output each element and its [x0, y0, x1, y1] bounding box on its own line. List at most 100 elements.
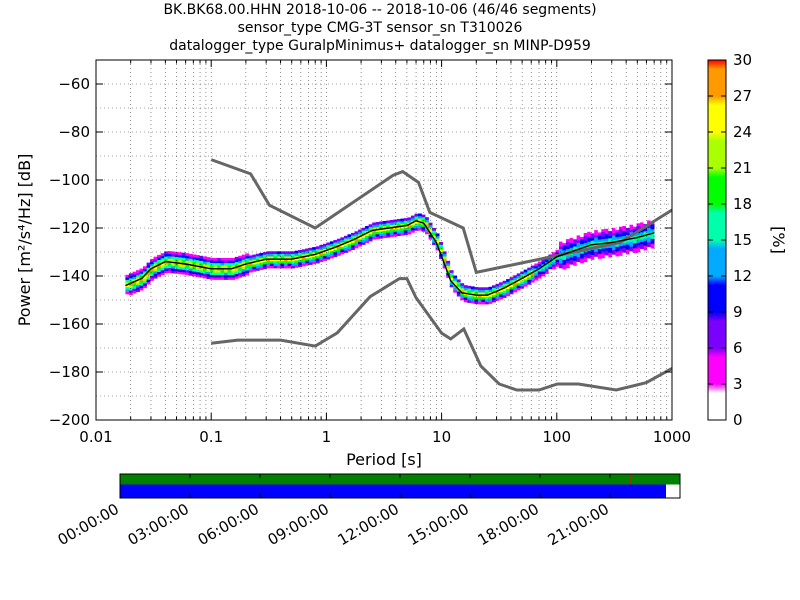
heatmap-cell	[566, 265, 570, 269]
heatmap-cell	[153, 263, 158, 267]
heatmap-cell	[629, 229, 634, 233]
heatmap-cell	[569, 264, 574, 267]
heatmap-cell	[238, 260, 243, 264]
heatmap-cell	[164, 265, 169, 269]
heatmap-cell	[336, 250, 341, 254]
heatmap-cell	[608, 235, 613, 239]
heatmap-cell	[396, 233, 401, 237]
heatmap-cell	[241, 259, 246, 263]
heatmap-cell	[597, 253, 602, 257]
heatmap-cell	[340, 242, 345, 245]
heatmap-cell	[650, 224, 655, 227]
heatmap-cell	[220, 262, 225, 266]
heatmap-cell	[336, 243, 341, 247]
heatmap-cell	[238, 263, 243, 266]
heatmap-cell	[477, 299, 482, 302]
heatmap-cell	[146, 265, 151, 268]
heatmap-cell	[527, 279, 532, 283]
heatmap-cell	[460, 290, 465, 294]
heatmap-cell	[566, 263, 570, 266]
heatmap-cell	[171, 265, 176, 269]
heatmap-cell	[633, 228, 637, 232]
heatmap-cell	[622, 242, 627, 246]
heatmap-cell	[125, 279, 130, 283]
heatmap-cell	[410, 230, 415, 233]
heatmap-cell	[618, 231, 623, 235]
heatmap-cell	[326, 247, 331, 250]
heatmap-cell	[167, 255, 172, 259]
heatmap-cell	[432, 230, 436, 234]
heatmap-cell	[280, 263, 285, 266]
heatmap-cell	[301, 249, 306, 252]
heatmap-cell	[322, 258, 327, 261]
heatmap-cell	[245, 253, 250, 257]
heatmap-cell	[573, 253, 577, 257]
heatmap-cell	[509, 289, 514, 292]
heatmap-cell	[523, 276, 528, 280]
heatmap-cell	[400, 233, 405, 236]
heatmap-cell	[428, 229, 433, 233]
heatmap-cell	[562, 262, 567, 265]
heatmap-cell	[418, 218, 422, 221]
colorbar-tick-label: 3	[733, 375, 743, 393]
heatmap-cell	[594, 230, 599, 233]
heatmap-cell	[562, 242, 567, 246]
heatmap-cell	[344, 250, 348, 253]
heatmap-cell	[238, 267, 243, 271]
x-tick-label: 10	[432, 428, 451, 446]
heatmap-cell	[298, 254, 302, 258]
heatmap-cell	[220, 274, 225, 278]
heatmap-cell	[206, 269, 211, 272]
heatmap-cell	[266, 263, 271, 266]
heatmap-cell	[576, 235, 581, 239]
heatmap-cell	[199, 267, 204, 271]
heatmap-cell	[217, 260, 221, 264]
heatmap-cell	[160, 267, 165, 271]
heatmap-cell	[174, 251, 179, 255]
heatmap-cell	[125, 286, 130, 290]
heatmap-cell	[329, 255, 334, 259]
heatmap-cell	[365, 238, 369, 241]
heatmap-cell	[622, 250, 627, 253]
heatmap-cell	[629, 251, 634, 254]
heatmap-cell	[647, 225, 651, 228]
heatmap-cell	[633, 238, 637, 242]
heatmap-cell	[199, 270, 204, 273]
heatmap-cell	[580, 239, 584, 242]
heatmap-cell	[421, 214, 426, 218]
heatmap-cell	[326, 256, 331, 260]
y-tick-label: −80	[58, 123, 90, 141]
heatmap-cell	[277, 251, 281, 254]
heatmap-cell	[418, 223, 422, 226]
heatmap-cell	[315, 255, 320, 259]
heatmap-cell	[618, 229, 623, 232]
heatmap-cell	[442, 265, 447, 269]
heatmap-cell	[329, 250, 334, 254]
heatmap-cell	[291, 253, 295, 257]
heatmap-cell	[407, 224, 412, 228]
heatmap-cell	[199, 275, 204, 278]
heatmap-cell	[573, 255, 577, 259]
heatmap-cell	[576, 259, 581, 263]
heatmap-cell	[185, 258, 190, 261]
heatmap-cell	[559, 256, 563, 259]
heatmap-cell	[643, 247, 648, 251]
heatmap-cell	[382, 235, 387, 239]
heatmap-cell	[224, 260, 228, 264]
heatmap-cell	[569, 240, 574, 243]
heatmap-cell	[326, 249, 331, 253]
heatmap-cell	[590, 235, 595, 239]
heatmap-cell	[544, 259, 549, 262]
heatmap-cell	[231, 274, 236, 278]
heatmap-cell	[611, 232, 616, 236]
heatmap-cell	[527, 277, 532, 280]
heatmap-cell	[636, 242, 641, 246]
heatmap-cell	[608, 254, 613, 258]
heatmap-cell	[185, 260, 190, 264]
heatmap-cell	[132, 288, 137, 292]
heatmap-cell	[195, 262, 200, 265]
colorbar-tick-label: 27	[733, 87, 752, 105]
heatmap-cell	[319, 254, 324, 258]
heatmap-cell	[548, 261, 553, 265]
heatmap-cell	[315, 260, 320, 264]
